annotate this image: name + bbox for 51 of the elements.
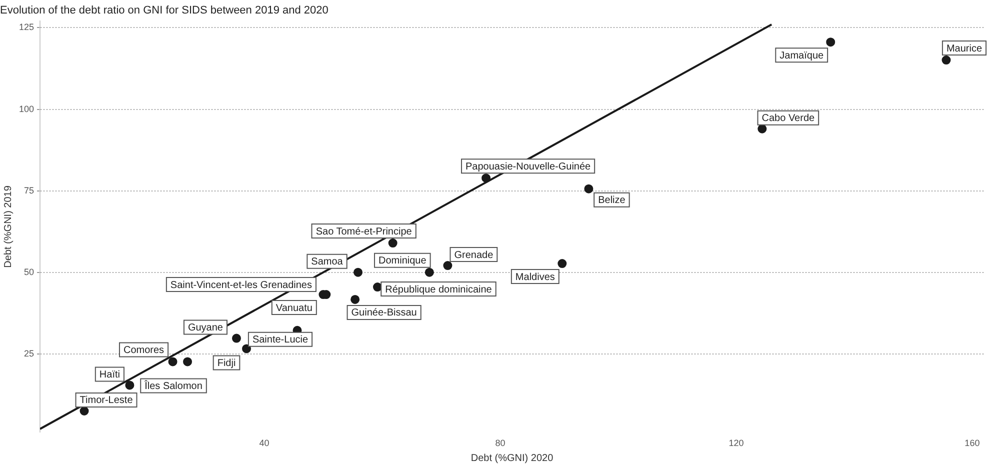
x-tick-label: 120 [728, 438, 744, 448]
y-tick-label: 100 [18, 104, 34, 114]
annotation: Vanuatu [276, 302, 312, 314]
point [350, 294, 360, 304]
y-tick-label: 125 [18, 22, 34, 32]
point [558, 259, 567, 268]
point [443, 261, 452, 270]
point [232, 334, 241, 343]
annotation: Papouasie-Nouvelle-Guinée [466, 161, 592, 172]
annotation: Îles Salomon [144, 380, 202, 392]
point [584, 184, 594, 194]
annotation: Guinée-Bissau [351, 308, 417, 319]
annotation: Dominique [378, 256, 427, 267]
x-tick-label: 160 [964, 438, 980, 448]
annotation: République dominicaine [385, 284, 492, 296]
x-tick-label: 40 [259, 438, 270, 448]
annotation: Saint-Vincent-et-les Grenadines [170, 280, 312, 291]
annotation: Sainte-Lucie [252, 334, 308, 346]
y-axis-title: Debt (%GNI) 2019 [2, 185, 14, 268]
point [826, 38, 836, 47]
annotation: Timor-Leste [80, 395, 134, 406]
annotation: Maurice [946, 43, 982, 54]
annotation: Jamaïque [780, 50, 824, 62]
annotation: Maldives [515, 272, 555, 283]
annotation: Guyane [188, 322, 224, 334]
point [242, 344, 252, 354]
point [758, 124, 767, 134]
y-tick-label: 75 [24, 185, 34, 196]
annotation: Grenade [454, 250, 494, 261]
annotation: Belize [598, 195, 626, 206]
y-tick-label: 50 [24, 266, 34, 277]
annotation: Fidji [217, 358, 236, 369]
annotation: Comores [123, 344, 164, 356]
annotation: Sao Tomé-et-Principe [316, 226, 412, 238]
point [80, 406, 89, 416]
annotation: Cabo Verde [762, 113, 816, 124]
y-tick-label: 25 [24, 348, 34, 358]
annotation: Haïti [99, 369, 120, 380]
point [942, 56, 951, 65]
point [424, 268, 434, 277]
x-axis-title: Debt (%GNI) 2020 [470, 452, 554, 464]
annotation: Samoa [311, 256, 344, 268]
point [388, 238, 398, 248]
point [183, 357, 192, 366]
point [125, 380, 134, 390]
x-tick-label: 80 [495, 438, 506, 448]
point [372, 282, 382, 292]
chart-title: Evolution of the debt ratio on GNI for SIDS between 2019 and 2020 [0, 4, 328, 17]
point [482, 174, 491, 183]
point [354, 268, 363, 277]
point [168, 357, 178, 366]
